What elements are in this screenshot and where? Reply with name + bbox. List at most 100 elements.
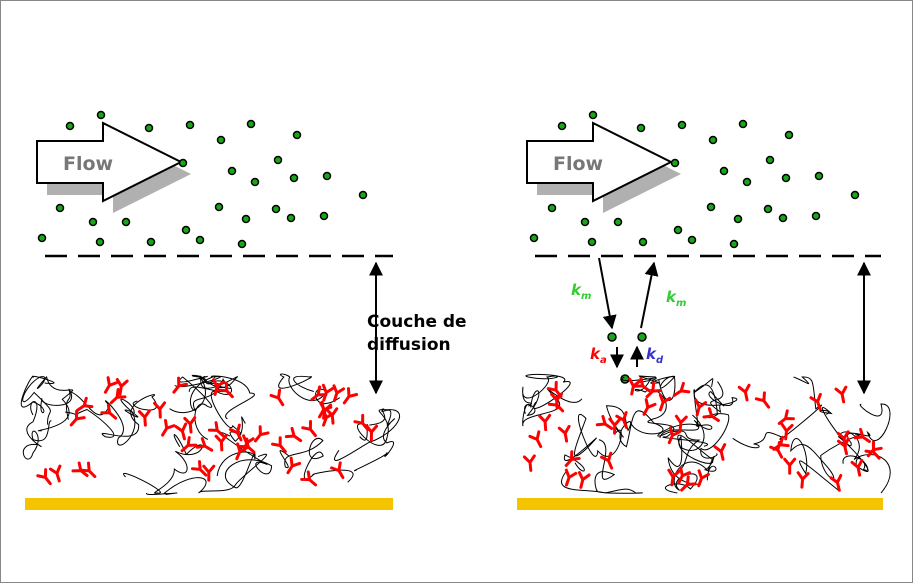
receptor-y-icon — [330, 461, 345, 480]
polymer-strand — [22, 401, 52, 460]
analyte-dot — [250, 177, 260, 187]
analyte-dot — [637, 332, 647, 342]
analyte-dot — [613, 217, 623, 227]
kd-base: k — [646, 345, 657, 363]
receptor-y-icon — [353, 413, 370, 431]
receptor-y-icon — [109, 388, 127, 405]
polymer-strand — [638, 375, 676, 401]
diffusion-label-line1: Couche de — [367, 312, 467, 332]
receptor-y-icon — [253, 425, 270, 443]
analyte-dot — [850, 190, 860, 200]
receptor-stroke — [310, 385, 328, 402]
receptor-stroke — [300, 470, 318, 487]
receptor-stroke — [48, 464, 62, 483]
receptor-stroke — [217, 381, 234, 399]
analyte-dot — [271, 204, 281, 214]
analyte-dot — [216, 135, 226, 145]
analyte-dot — [88, 217, 98, 227]
receptor-y-icon — [633, 376, 651, 393]
receptor-y-icon — [190, 460, 208, 477]
receptor-stroke — [79, 461, 97, 479]
analyte-dot — [185, 120, 195, 130]
receptor-y-icon — [658, 393, 672, 412]
analyte-dot — [246, 119, 256, 129]
analyte-dot — [181, 225, 191, 235]
analyte-dot — [227, 166, 237, 176]
analyte-dot — [322, 171, 332, 181]
receptor-y-icon — [694, 398, 708, 417]
analyte-dot — [708, 135, 718, 145]
receptor-y-icon — [153, 401, 167, 419]
receptor-stroke — [235, 442, 249, 461]
receptor-y-icon — [667, 468, 681, 487]
receptor-stroke — [301, 419, 317, 438]
polymer-strand — [790, 433, 863, 491]
receptors-left — [36, 376, 379, 487]
analyte-dot — [237, 239, 247, 249]
analyte-dot — [670, 158, 680, 168]
polymer-strand — [353, 408, 395, 472]
receptor-y-icon — [850, 458, 864, 477]
analyte-dot — [784, 130, 794, 140]
receptor-y-icon — [161, 418, 176, 437]
receptor-stroke — [694, 398, 708, 417]
receptor-stroke — [713, 443, 727, 461]
analyte-dot — [580, 217, 590, 227]
analyte-dot — [195, 235, 205, 245]
polymer-strand — [664, 456, 717, 494]
polymer-strand — [837, 431, 891, 494]
polymer-strand — [20, 375, 73, 420]
receptor-stroke — [834, 385, 848, 404]
receptor-y-icon — [271, 436, 287, 454]
analyte-dot — [55, 203, 65, 213]
receptor-y-icon — [202, 464, 216, 482]
receptor-y-icon — [680, 475, 697, 492]
analyte-dot — [358, 190, 368, 200]
polymer-strand — [169, 374, 238, 414]
receptor-stroke — [809, 392, 822, 411]
analyte-dot — [146, 237, 156, 247]
polymer-strand — [123, 434, 203, 494]
receptor-y-icon — [772, 435, 790, 451]
receptor-stroke — [615, 411, 628, 429]
receptor-stroke — [608, 417, 622, 435]
km-right-sub: m — [676, 298, 686, 309]
receptor-stroke — [330, 461, 345, 480]
receptor-stroke — [667, 426, 682, 445]
polymer-strand — [522, 373, 571, 409]
analyte-dot — [687, 235, 697, 245]
panel-left: Flow Couche de diffusion — [20, 110, 467, 510]
polymer-strand — [657, 419, 713, 474]
receptor-stroke — [677, 466, 692, 485]
receptor-y-icon — [672, 381, 691, 397]
receptor-stroke — [180, 436, 198, 453]
analyte-dot — [95, 237, 105, 247]
receptor-y-icon — [137, 409, 151, 427]
analyte-dot — [733, 214, 743, 224]
analyte-dot — [636, 123, 646, 133]
receptor-stroke — [253, 425, 270, 443]
receptor-stroke — [36, 468, 52, 486]
receptor-stroke — [777, 409, 795, 425]
analyte-dot — [214, 202, 224, 212]
receptor-y-icon — [674, 414, 688, 433]
receptor-y-icon — [780, 422, 794, 441]
receptor-stroke — [190, 460, 208, 477]
km-left-sub: m — [581, 291, 591, 302]
receptor-stroke — [214, 434, 228, 452]
polymer-mesh-right — [522, 373, 891, 494]
ka-sub: a — [600, 355, 607, 366]
receptor-y-icon — [853, 427, 871, 443]
receptor-y-icon — [180, 436, 198, 453]
receptor-y-icon — [36, 468, 52, 486]
receptor-y-icon — [286, 456, 302, 475]
receptor-stroke — [353, 413, 370, 431]
receptor-stroke — [600, 451, 614, 470]
km-left-base: k — [571, 281, 582, 299]
receptor-y-icon — [557, 424, 571, 443]
receptor-y-icon — [100, 403, 118, 420]
receptor-stroke — [850, 458, 864, 477]
receptor-y-icon — [69, 409, 86, 427]
polymer-strand — [561, 439, 643, 494]
receptor-stroke — [269, 388, 285, 407]
